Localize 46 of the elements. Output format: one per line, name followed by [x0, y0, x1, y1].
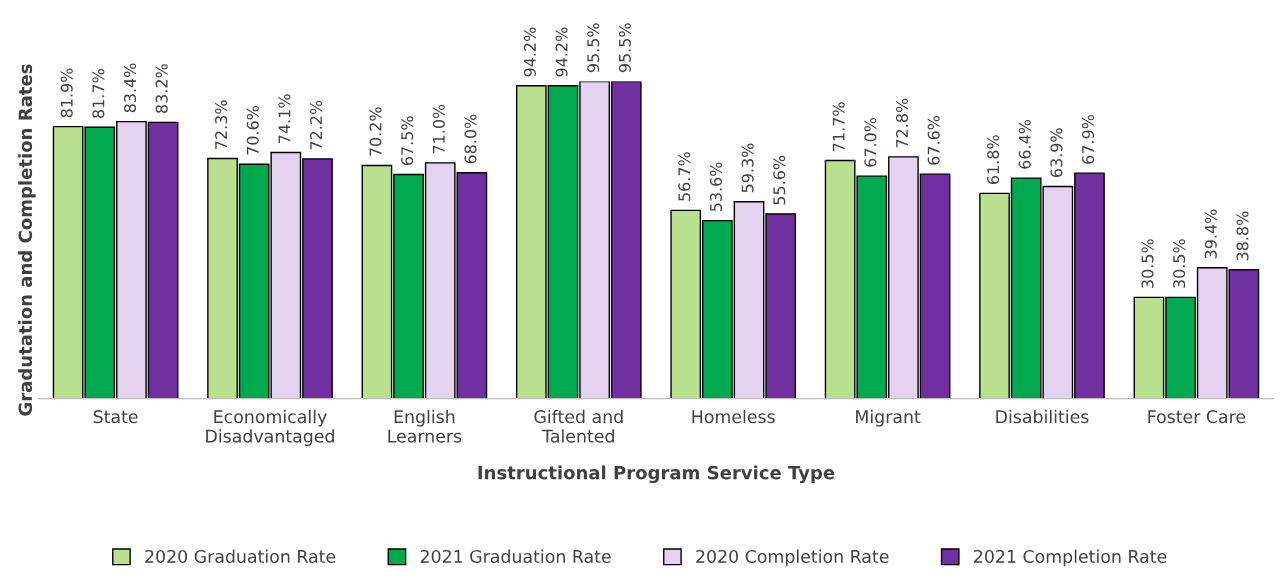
data-label: 59.3% — [741, 143, 754, 193]
data-label: 63.9% — [1050, 128, 1063, 177]
data-label: 39.4% — [1204, 209, 1217, 259]
data-label: 38.8% — [1236, 211, 1249, 261]
data-label: 68.0% — [464, 114, 477, 164]
data-label: 55.6% — [773, 155, 786, 205]
data-label: 74.1% — [278, 94, 291, 143]
data-label: 72.2% — [310, 100, 323, 150]
data-label: 71.0% — [432, 104, 445, 154]
data-label: 30.5% — [1141, 239, 1154, 288]
data-label: 95.5% — [618, 23, 631, 73]
x-axis-title: Instructional Program Service Type — [478, 465, 835, 484]
data-label: 81.9% — [60, 68, 73, 118]
x-tick-label: Homeless — [692, 409, 775, 424]
x-tick-label: Economically Disadvantaged — [206, 409, 334, 447]
x-tick-label: Gifted and Talented — [534, 409, 623, 443]
data-label: 94.2% — [523, 27, 536, 77]
y-axis-title: Gradutation and Completion Rates — [18, 64, 36, 416]
data-label: 53.6% — [709, 162, 723, 212]
data-label: 71.7% — [832, 102, 845, 151]
x-tick-label: Foster Care — [1148, 410, 1246, 424]
x-tick-label: Migrant — [856, 409, 921, 427]
data-label: 81.7% — [92, 69, 105, 118]
data-label: 61.8% — [987, 135, 1000, 184]
data-label: 67.9% — [1082, 114, 1095, 164]
x-tick-label: English Learners — [388, 409, 462, 443]
data-label: 72.3% — [215, 100, 228, 149]
data-label: 30.5% — [1173, 239, 1186, 288]
data-label: 67.6% — [927, 115, 940, 165]
data-label: 94.2% — [555, 27, 568, 77]
data-label: 72.8% — [895, 98, 909, 148]
legend-label: 2021 Completion Rate — [974, 549, 1167, 567]
legend-label: 2020 Completion Rate — [696, 549, 889, 567]
legend-label: 2020 Graduation Rate — [145, 549, 336, 564]
x-tick-label: State — [93, 410, 138, 424]
legend-label: 2021 Graduation Rate — [420, 549, 611, 564]
data-label: 67.0% — [864, 117, 877, 167]
data-label: 56.7% — [678, 152, 691, 201]
data-label: 70.2% — [369, 107, 382, 156]
data-label: 70.6% — [246, 105, 259, 155]
data-label: 83.4% — [123, 63, 137, 113]
x-tick-label: Disabilities — [996, 409, 1089, 424]
data-label: 83.2% — [155, 64, 168, 113]
data-label: 66.4% — [1018, 119, 1031, 169]
data-label: 67.5% — [401, 116, 414, 166]
data-label: 95.5% — [587, 23, 600, 73]
